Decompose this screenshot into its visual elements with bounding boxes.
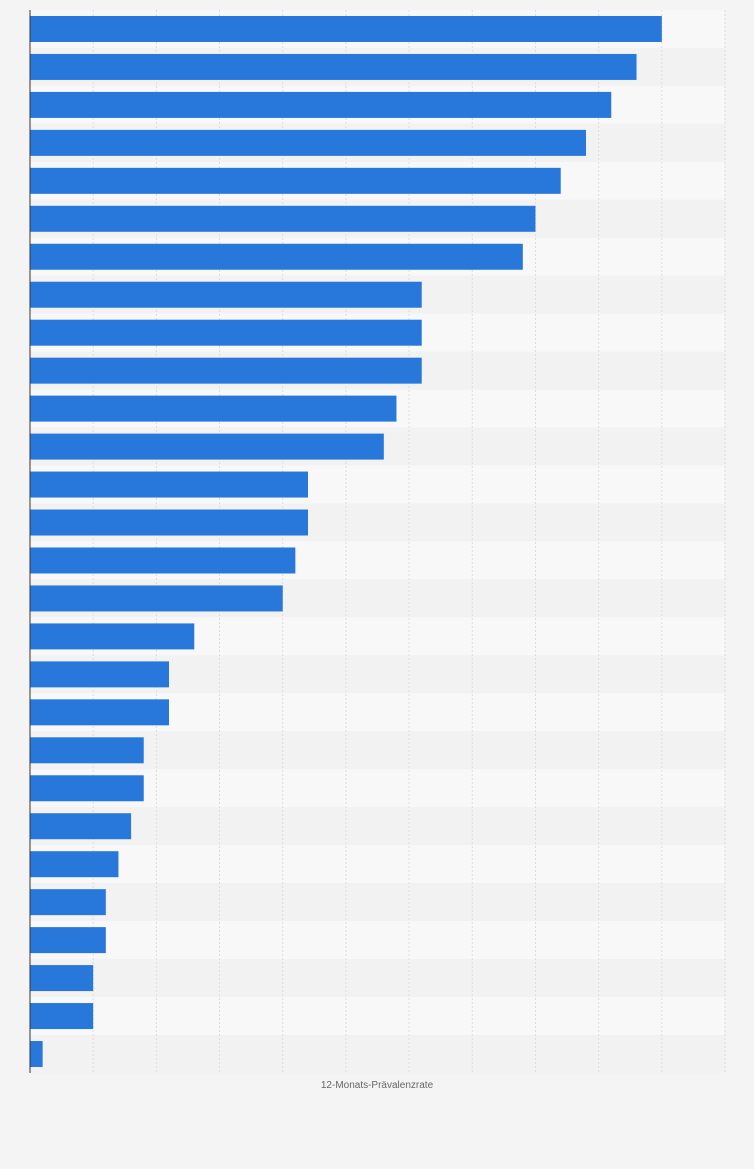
bar[interactable] [30, 15, 662, 42]
row-band [30, 845, 725, 884]
row-band [30, 883, 725, 922]
bar[interactable] [30, 243, 523, 270]
row-band [30, 1035, 725, 1073]
bar[interactable] [30, 927, 106, 954]
bar[interactable] [30, 547, 296, 574]
row-band [30, 997, 725, 1036]
bar[interactable] [30, 167, 561, 194]
bar[interactable] [30, 357, 422, 384]
bar[interactable] [30, 889, 106, 916]
bar[interactable] [30, 737, 144, 764]
bars [30, 15, 662, 1068]
row-band [30, 769, 725, 808]
bar[interactable] [30, 433, 384, 460]
bar[interactable] [30, 53, 637, 80]
bar[interactable] [30, 471, 308, 498]
bar[interactable] [30, 509, 308, 536]
bar[interactable] [30, 1003, 94, 1030]
x-axis-label: 12-Monats-Prävalenzrate [321, 1080, 434, 1091]
row-band [30, 807, 725, 846]
row-band [30, 731, 725, 770]
bar[interactable] [30, 699, 169, 726]
bar[interactable] [30, 775, 144, 802]
bar[interactable] [30, 851, 119, 878]
bar[interactable] [30, 91, 612, 118]
bar[interactable] [30, 129, 586, 156]
bar[interactable] [30, 585, 283, 612]
bar[interactable] [30, 205, 536, 232]
bar[interactable] [30, 395, 397, 422]
bar[interactable] [30, 281, 422, 308]
row-band [30, 921, 725, 960]
bar[interactable] [30, 661, 169, 688]
bar[interactable] [30, 623, 195, 650]
bar[interactable] [30, 813, 132, 840]
row-band [30, 959, 725, 998]
bar[interactable] [30, 965, 94, 992]
bar[interactable] [30, 319, 422, 346]
bar[interactable] [30, 1041, 43, 1068]
